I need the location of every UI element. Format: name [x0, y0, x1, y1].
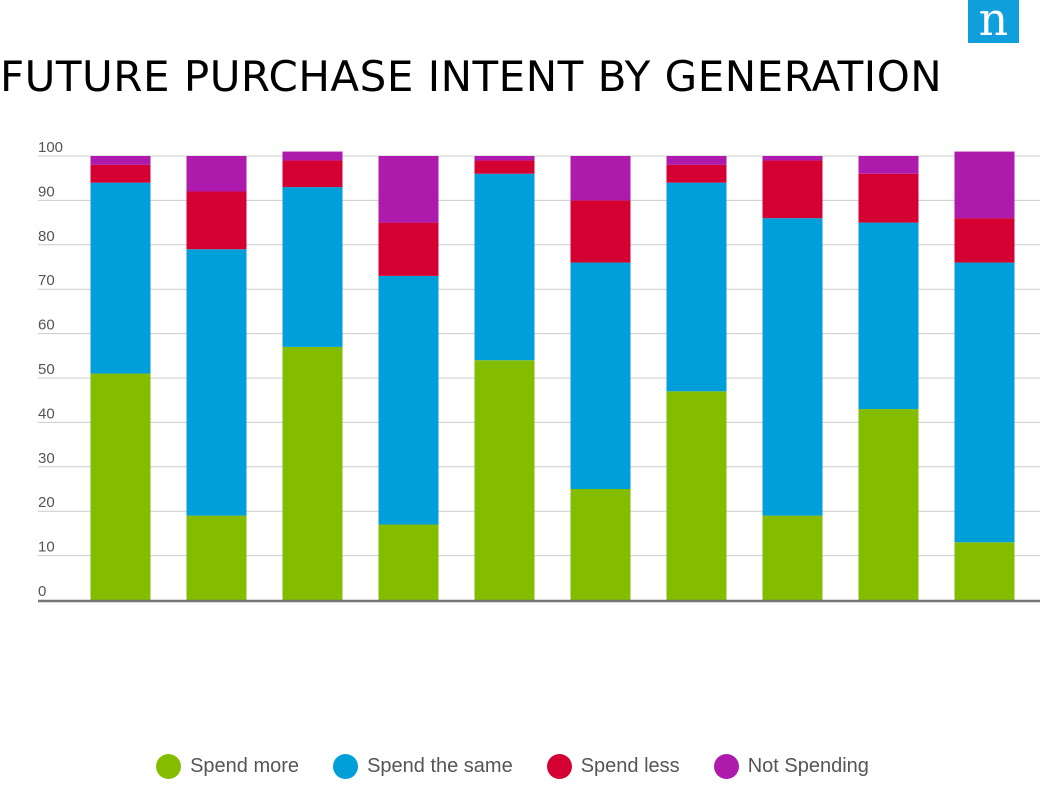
bars	[90, 151, 1015, 600]
stacked-bar-chart: 0 10 20 30 40 50 60 70 80 90 100	[38, 139, 1040, 603]
legend-swatch	[156, 754, 182, 779]
y-tick-label: 60	[38, 317, 55, 334]
bar-segment	[666, 182, 727, 392]
bar-segment	[954, 262, 1015, 543]
bar-segment	[570, 262, 631, 489]
y-tick-label: 100	[38, 139, 63, 156]
bar-segment	[90, 156, 151, 165]
bar-segment	[858, 156, 919, 174]
nielsen-logo: n	[968, 0, 1019, 43]
bar-segment	[378, 222, 439, 276]
bar-segment	[378, 275, 439, 525]
bar-segment	[570, 200, 631, 263]
legend-item: Spend less	[546, 754, 680, 779]
bar-segment	[90, 373, 151, 600]
bar-segment	[378, 156, 439, 223]
bar-segment	[666, 156, 727, 165]
legend-label: Spend more	[190, 755, 300, 777]
bar-segment	[474, 160, 535, 174]
legend-swatch	[333, 754, 359, 779]
legend-swatch	[546, 754, 572, 779]
bar-segment	[570, 156, 631, 201]
y-tick-label: 20	[38, 494, 55, 511]
bar-segment	[858, 173, 919, 223]
bar-segment	[282, 160, 343, 188]
bar-segment	[954, 151, 1015, 219]
bar-segment	[186, 191, 247, 250]
bar-segment	[858, 222, 919, 410]
bar-segment	[762, 160, 823, 219]
legend-swatch	[713, 754, 739, 779]
bar-segment	[186, 156, 247, 192]
bar-segment	[90, 182, 151, 374]
bar-segment	[858, 409, 919, 600]
bar-segment	[954, 218, 1015, 263]
y-tick-label: 50	[38, 361, 55, 378]
y-tick-label: 30	[38, 450, 55, 467]
y-tick-label: 40	[38, 405, 55, 422]
bar-segment	[474, 360, 535, 600]
bar-segment	[282, 151, 343, 161]
legend-item: Spend more	[156, 754, 299, 779]
legend-label: Not Spending	[747, 755, 869, 777]
bar-segment	[570, 489, 631, 600]
legend-label: Spend the same	[367, 755, 513, 777]
bar-segment	[762, 218, 823, 516]
bar-segment	[666, 164, 727, 183]
legend: Spend more Spend the same Spend less Not Sp…	[0, 754, 1025, 779]
y-tick-label: 80	[38, 228, 55, 245]
legend-item: Not Spending	[713, 754, 869, 779]
chart-title: FUTURE PURCHASE INTENT BY GENERATION	[0, 52, 943, 101]
legend-label: Spend less	[580, 755, 680, 777]
bar-segment	[282, 187, 343, 347]
y-tick-label: 0	[38, 583, 46, 600]
legend-item: Spend the same	[333, 754, 513, 779]
bar-segment	[666, 391, 727, 600]
y-tick-label: 70	[38, 272, 55, 289]
y-axis-ticks: 0 10 20 30 40 50 60 70 80 90 100	[38, 139, 63, 600]
y-tick-label: 10	[38, 539, 55, 556]
bar-segment	[378, 524, 439, 600]
bar-segment	[282, 346, 343, 600]
y-tick-label: 90	[38, 183, 55, 200]
bar-segment	[474, 173, 535, 361]
bar-segment	[762, 515, 823, 600]
bar-segment	[186, 249, 247, 516]
bar-segment	[90, 164, 151, 183]
bar-segment	[954, 542, 1015, 600]
bar-segment	[186, 515, 247, 600]
bar-segment	[762, 156, 823, 161]
bar-segment	[474, 156, 535, 161]
